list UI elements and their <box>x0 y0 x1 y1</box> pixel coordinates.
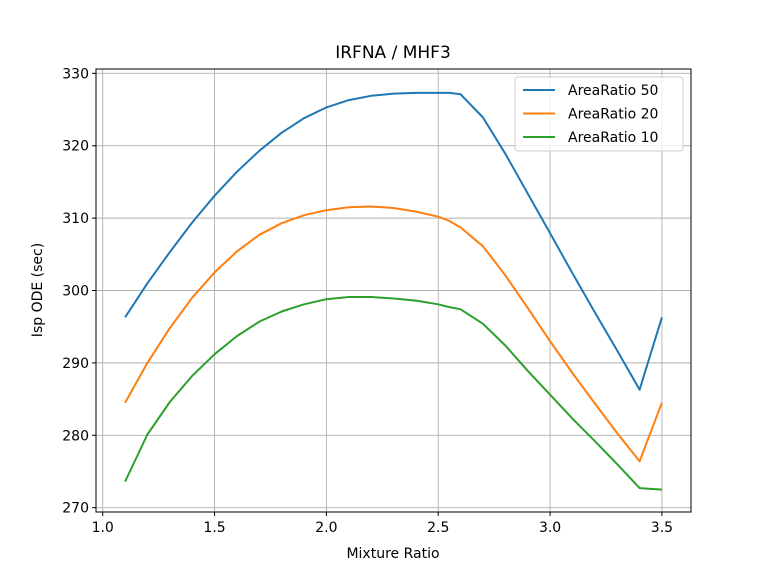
legend-label-2: AreaRatio 20 <box>568 107 658 123</box>
y-tick-label: 280 <box>62 428 89 444</box>
x-tick-label: 3.5 <box>651 520 673 536</box>
series-line-2 <box>124 205 663 463</box>
y-tick-label: 270 <box>62 501 89 517</box>
x-tick-label: 1.0 <box>92 520 114 536</box>
y-tick-label: 320 <box>62 139 89 155</box>
axis-ticks: 1.0 1.5 2.0 2.5 3.0 3.5 270 280 290 300 310 320 330 <box>62 66 673 536</box>
x-tick-label: 1.5 <box>203 520 225 536</box>
y-tick-label: 300 <box>62 284 89 300</box>
y-tick-label: 310 <box>62 211 89 227</box>
legend-box <box>514 76 684 152</box>
y-axis-label: Isp ODE (sec) <box>30 243 46 337</box>
x-tick-label: 2.5 <box>427 520 449 536</box>
chart-title: IRFNA / MHF3 <box>335 43 451 63</box>
legend-label-1: AreaRatio 50 <box>568 83 658 99</box>
x-tick-label: 2.0 <box>315 520 337 536</box>
series-lines <box>124 91 663 491</box>
series-line-1 <box>124 91 663 391</box>
y-tick-label: 330 <box>62 66 89 82</box>
x-tick-label: 3.0 <box>539 520 561 536</box>
legend-label-3: AreaRatio 10 <box>568 130 658 146</box>
x-axis-label: Mixture Ratio <box>346 546 439 562</box>
legend: AreaRatio 50 AreaRatio 20 AreaRatio 10 <box>514 76 684 152</box>
y-tick-label: 290 <box>62 356 89 372</box>
series-line-3 <box>124 296 662 491</box>
